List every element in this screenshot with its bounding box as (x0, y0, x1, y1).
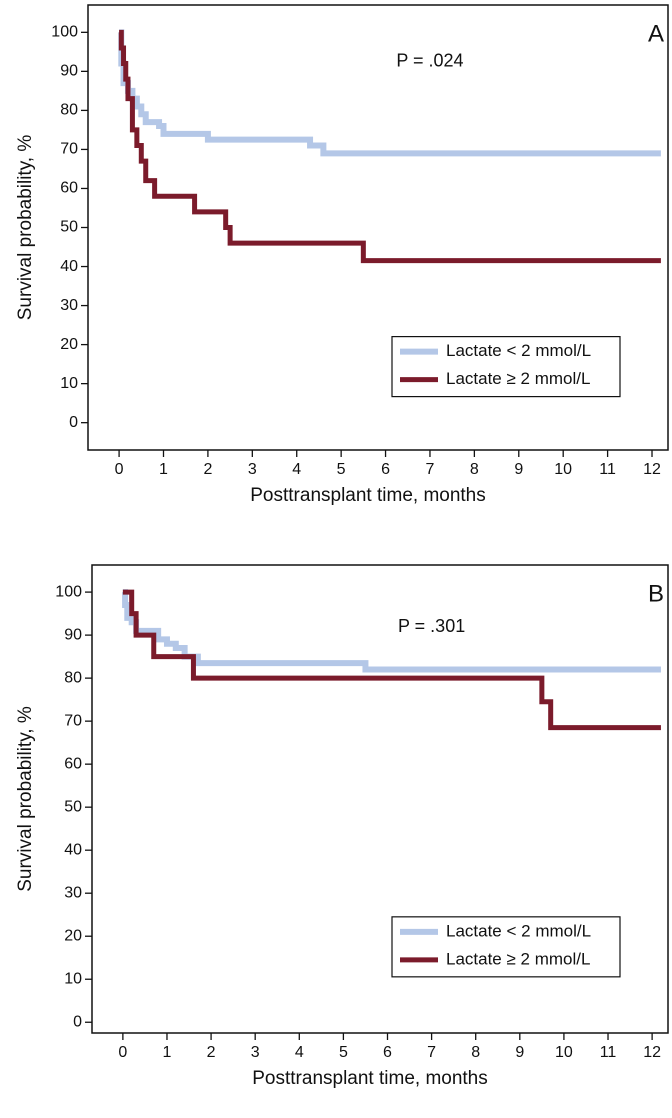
x-tick-label: 12 (643, 461, 661, 478)
x-axis-label: Posttransplant time, months (250, 485, 486, 506)
survival-curve (122, 589, 661, 731)
panel-label: A (648, 20, 664, 47)
x-tick-label: 3 (248, 461, 257, 478)
x-axis-label: Posttransplant time, months (252, 1068, 488, 1089)
x-tick-label: 2 (203, 461, 212, 478)
x-tick-label: 5 (339, 1044, 348, 1061)
y-tick-label: 60 (64, 755, 82, 772)
y-tick-label: 90 (64, 626, 82, 643)
x-tick-label: 11 (600, 1044, 617, 1061)
x-tick-label: 4 (292, 461, 301, 478)
y-tick-label: 100 (55, 583, 82, 600)
legend-box (391, 916, 621, 978)
x-tick-label: 11 (599, 461, 616, 478)
y-tick-label: 90 (60, 63, 78, 80)
y-tick-label: 50 (64, 798, 82, 815)
y-tick-label: 30 (60, 297, 78, 314)
x-tick-label: 4 (295, 1044, 304, 1061)
x-tick-label: 6 (383, 1044, 392, 1061)
y-tick-label: 50 (60, 219, 78, 236)
plot-frame (91, 564, 669, 1034)
y-tick-label: 10 (64, 970, 82, 987)
y-tick-label: 70 (64, 712, 82, 729)
x-tick-label: 9 (514, 461, 523, 478)
y-tick-label: 20 (60, 336, 78, 353)
x-tick-label: 5 (337, 461, 346, 478)
x-tick-label: 0 (118, 1044, 127, 1061)
x-tick-label: 10 (554, 461, 572, 478)
x-tick-label: 6 (381, 461, 390, 478)
x-tick-label: 9 (515, 1044, 524, 1061)
y-axis-label: Survival probability, % (15, 135, 36, 321)
x-tick-label: 2 (207, 1044, 216, 1061)
survival-curve (118, 29, 661, 264)
p-value-annotation: P = .024 (396, 51, 463, 71)
panel-label: B (648, 580, 664, 607)
y-tick-label: 30 (64, 884, 82, 901)
y-tick-label: 70 (60, 141, 78, 158)
x-tick-label: 1 (159, 461, 168, 478)
survival-curve (122, 589, 661, 673)
x-tick-label: 3 (251, 1044, 260, 1061)
x-tick-label: 12 (643, 1044, 661, 1061)
y-tick-label: 40 (64, 841, 82, 858)
y-tick-label: 80 (64, 669, 82, 686)
y-axis-label: Survival probability, % (15, 706, 36, 892)
y-tick-label: 100 (51, 24, 78, 41)
y-tick-label: 10 (60, 375, 78, 392)
y-tick-label: 60 (60, 180, 78, 197)
legend-label: Lactate < 2 mmol/L (446, 921, 591, 940)
y-tick-label: 0 (73, 1013, 82, 1030)
survival-curve (118, 29, 661, 157)
y-tick-label: 40 (60, 258, 78, 275)
p-value-annotation: P = .301 (398, 616, 465, 636)
legend-label: Lactate < 2 mmol/L (446, 341, 591, 360)
y-tick-label: 0 (69, 414, 78, 431)
y-tick-label: 20 (64, 927, 82, 944)
x-tick-label: 0 (115, 461, 124, 478)
x-tick-label: 8 (471, 1044, 480, 1061)
x-tick-label: 10 (555, 1044, 573, 1061)
y-tick-label: 80 (60, 102, 78, 119)
x-tick-label: 8 (470, 461, 479, 478)
x-tick-label: 1 (163, 1044, 172, 1061)
legend-label: Lactate ≥ 2 mmol/L (446, 369, 590, 388)
legend-box (391, 336, 621, 398)
x-tick-label: 7 (426, 461, 435, 478)
legend-label: Lactate ≥ 2 mmol/L (446, 949, 590, 968)
x-tick-label: 7 (427, 1044, 436, 1061)
